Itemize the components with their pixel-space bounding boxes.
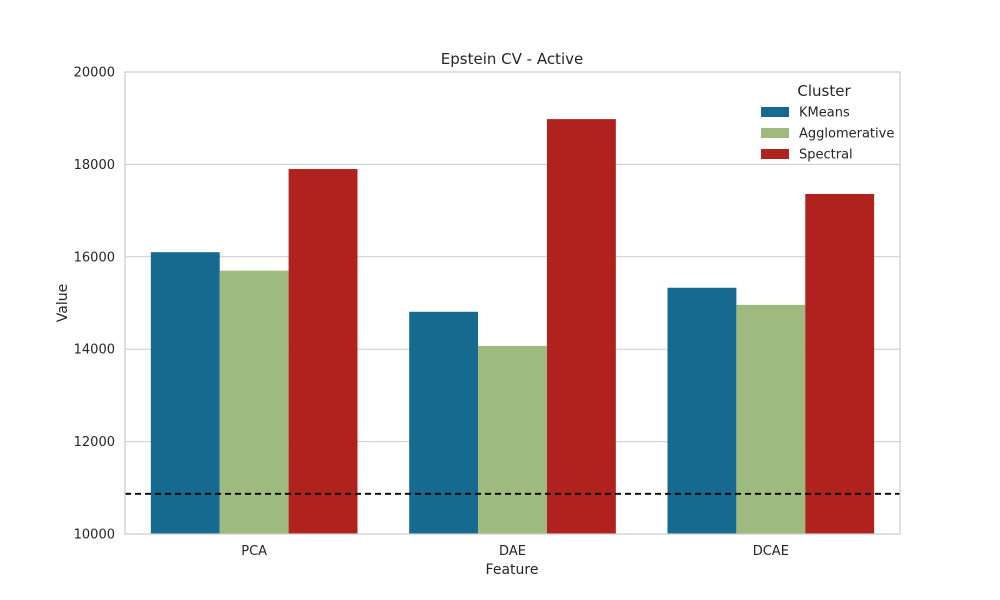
legend: Cluster KMeans Agglomerative Spectral [761, 82, 894, 163]
legend-item-spectral: Spectral [799, 148, 853, 163]
bar-spectral-dae [546, 119, 616, 535]
bar-kmeans-dcae [667, 287, 737, 534]
x-tick-label: PCA [241, 544, 267, 559]
bar-kmeans-pca [150, 252, 220, 534]
bar-agglomerative-dae [478, 345, 547, 534]
bar-agglomerative-dcae [736, 304, 806, 534]
y-tick-label: 20000 [74, 66, 115, 81]
y-tick-label: 16000 [74, 250, 115, 265]
y-axis-label: Value [55, 284, 71, 322]
bar-agglomerative-pca [219, 270, 289, 534]
x-tick-label: DCAE [753, 544, 789, 559]
x-tick-label: DAE [499, 544, 526, 559]
plot-frame [124, 71, 901, 535]
bar-spectral-pca [288, 169, 358, 534]
chart-title: Epstein CV - Active [441, 50, 583, 68]
legend-title: Cluster [797, 82, 851, 100]
x-axis-label: Feature [486, 562, 539, 578]
y-tick-label: 18000 [74, 158, 115, 173]
legend-item-kmeans: KMeans [799, 106, 850, 121]
legend-swatch-spectral [761, 149, 789, 159]
legend-item-agglomerative: Agglomerative [799, 127, 894, 142]
bar-kmeans-dae [409, 311, 479, 534]
bars-layer [150, 119, 875, 535]
y-tick-label: 12000 [74, 435, 115, 450]
legend-swatch-kmeans [761, 107, 789, 117]
x-axis: PCA DAE DCAE [241, 544, 789, 559]
legend-swatch-agglomerative [761, 128, 789, 138]
y-tick-label: 14000 [74, 343, 115, 358]
y-tick-label: 10000 [74, 528, 115, 543]
y-axis: 10000 12000 14000 16000 18000 20000 [74, 66, 115, 543]
bar-spectral-dcae [805, 193, 875, 534]
